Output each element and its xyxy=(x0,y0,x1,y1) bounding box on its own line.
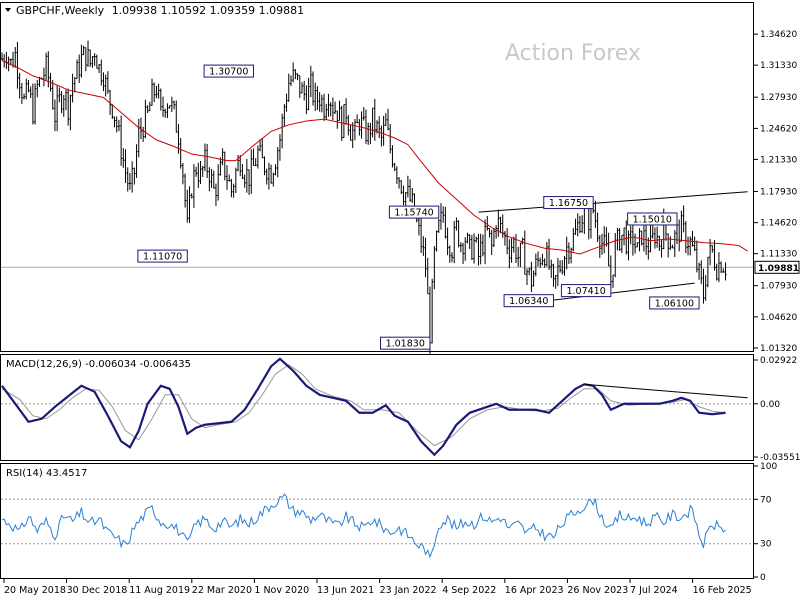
macd-axis-label: 0.00 xyxy=(760,400,780,410)
price-level-box xyxy=(560,284,612,298)
x-axis-label: 4 Sep 2022 xyxy=(442,585,496,596)
watermark: Action Forex xyxy=(505,41,641,66)
price-level-label: 1.15010 xyxy=(633,214,672,225)
price-level-label: 1.11070 xyxy=(143,252,182,263)
price-axis-label: 1.24620 xyxy=(760,124,797,134)
price-level-label: 1.15740 xyxy=(394,208,433,219)
macd-line xyxy=(1,357,726,457)
svg-text:GBPCHF,Weekly 1.09938 1.: GBPCHF,Weekly 1.09938 1.10592 1.09359 1.… xyxy=(16,4,304,17)
x-axis-label: 20 May 2018 xyxy=(4,585,66,596)
price-level-box xyxy=(543,196,594,210)
price-level-label: 1.07410 xyxy=(566,286,605,297)
current-price-label: 1.09881 xyxy=(758,264,799,274)
rsi-axis-label: 70 xyxy=(760,495,772,505)
price-trendline xyxy=(478,191,748,213)
price-level-box xyxy=(380,336,431,350)
price-level-label: 1.06100 xyxy=(655,298,694,309)
rsi-axis-label: 100 xyxy=(760,462,777,472)
price-axis-label: 1.04620 xyxy=(760,313,797,323)
dropdown-arrow-icon[interactable] xyxy=(5,8,11,12)
price-level-label: 1.06340 xyxy=(509,296,548,307)
rsi-title: RSI(14) 43.4517 xyxy=(6,468,87,479)
price-level-label: 1.30700 xyxy=(209,67,248,78)
x-axis-label: 11 Aug 2019 xyxy=(129,585,190,596)
price-axis-label: 1.27930 xyxy=(760,93,797,103)
ohlc-values: 1.09938 1.10592 1.09359 1.09881 xyxy=(112,4,304,17)
x-axis-label: 13 Jun 2021 xyxy=(317,585,374,596)
x-axis-label: 16 Apr 2023 xyxy=(505,585,564,596)
price-level-label: 1.16750 xyxy=(549,198,588,209)
price-axis-label: 1.34620 xyxy=(760,30,797,40)
price-axis-label: 1.14620 xyxy=(760,219,797,229)
rsi-line xyxy=(1,493,726,559)
moving-average-line xyxy=(1,60,748,255)
macd-axis-label: 0.02922 xyxy=(760,356,797,366)
rsi-axis-label: 30 xyxy=(760,540,772,550)
macd-axis-label: -0.035518 xyxy=(760,453,800,463)
price-level-box xyxy=(137,249,188,263)
price-level-label: 1.01830 xyxy=(386,339,425,350)
x-axis-label: 7 Jul 2024 xyxy=(630,585,678,596)
price-axis-label: 1.07930 xyxy=(760,282,797,292)
rsi-panel xyxy=(0,463,754,579)
x-axis-label: 30 Dec 2018 xyxy=(67,585,128,596)
rsi-axis-label: 0 xyxy=(760,573,766,583)
price-axis-label: 1.21330 xyxy=(760,155,797,165)
price-axis-label: 1.11330 xyxy=(760,250,797,260)
x-axis-label: 23 Jan 2022 xyxy=(380,585,437,596)
price-axis-label: 1.31330 xyxy=(760,61,797,71)
macd-panel xyxy=(0,354,754,461)
price-level-box xyxy=(503,294,554,308)
price-level-box xyxy=(388,205,440,219)
x-axis-label: 22 Mar 2020 xyxy=(192,585,252,596)
price-level-box xyxy=(649,296,700,310)
x-axis-label: 16 Feb 2025 xyxy=(693,585,752,596)
symbol-label: GBPCHF,Weekly xyxy=(16,4,105,17)
price-axis-label: 1.17930 xyxy=(760,187,797,197)
current-price-marker xyxy=(754,260,800,274)
price-level-box xyxy=(203,64,254,78)
macd-trendline xyxy=(584,383,748,399)
macd-title: MACD(12,26,9) -0.006034 -0.006435 xyxy=(6,359,191,370)
price-axis-label: 1.01320 xyxy=(760,344,797,354)
price-level-box xyxy=(627,212,678,226)
x-axis-label: 26 Nov 2023 xyxy=(567,585,628,596)
x-axis-label: 1 Nov 2020 xyxy=(254,585,309,596)
